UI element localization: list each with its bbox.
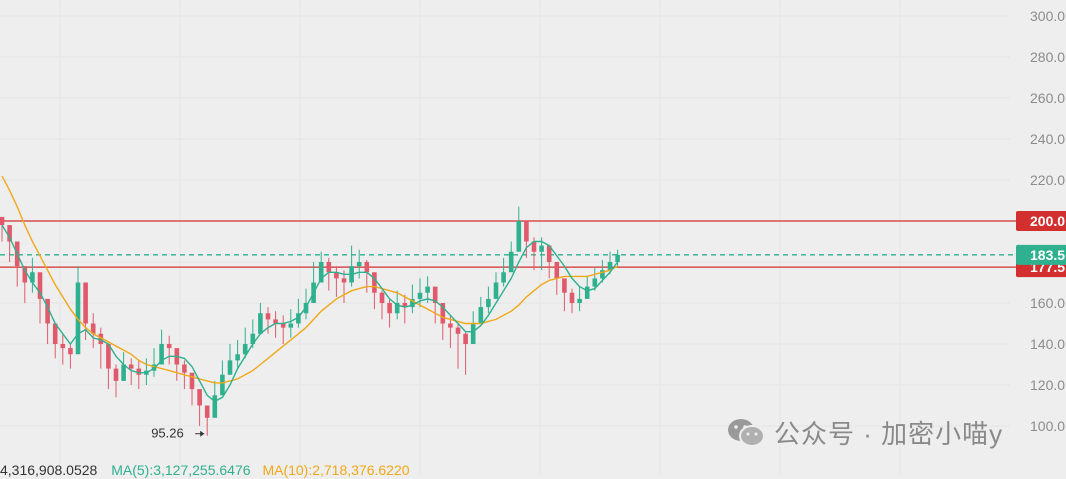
- y-tick-label: 240.0: [1030, 131, 1065, 147]
- y-tick-label: 280.0: [1030, 49, 1065, 65]
- candle-body: [318, 262, 324, 283]
- candle-body: [121, 364, 126, 381]
- y-tick-label: 220.0: [1030, 172, 1065, 188]
- candle-body: [0, 216, 5, 226]
- candle-body: [280, 323, 286, 328]
- candle-body: [37, 272, 43, 299]
- candle-body: [204, 405, 210, 418]
- candle-body: [402, 303, 408, 308]
- candle-body: [592, 278, 598, 287]
- candle-body: [258, 313, 263, 334]
- y-tick-label: 260.0: [1030, 90, 1065, 106]
- candle-body: [52, 323, 58, 344]
- candle-body: [136, 368, 142, 375]
- volume-ma5: MA(5):3,127,255.6476: [111, 462, 251, 478]
- candle-body: [273, 319, 278, 324]
- candle-body: [524, 221, 529, 242]
- candle-body: [341, 278, 347, 283]
- candle-body: [364, 262, 370, 273]
- price-tag: [1016, 211, 1066, 231]
- candle-body: [356, 262, 362, 267]
- candle-body: [60, 344, 66, 349]
- candle-body: [288, 323, 294, 328]
- price-tag: [1016, 244, 1066, 265]
- low-annotation: 95.26: [151, 426, 184, 441]
- y-tick-label: 100.0: [1030, 418, 1065, 434]
- candle-body: [166, 344, 172, 349]
- candle-body: [22, 266, 28, 283]
- volume-value: 4,316,908.0528: [0, 462, 98, 478]
- volume-ma10: MA(10):2,718,376.6220: [262, 462, 410, 478]
- candle-body: [128, 364, 134, 369]
- candle-body: [334, 272, 339, 279]
- candle-body: [235, 354, 240, 361]
- candle-body: [615, 254, 620, 262]
- candle-body: [197, 389, 202, 406]
- candle-body: [486, 298, 491, 308]
- candle-body: [83, 282, 88, 324]
- candle-body: [463, 333, 468, 344]
- candle-body: [212, 395, 218, 418]
- candle-body: [30, 272, 35, 283]
- candle-body: [182, 364, 187, 373]
- candle-body: [387, 303, 392, 314]
- y-tick-label: 160.0: [1030, 295, 1065, 311]
- candle-body: [478, 307, 484, 324]
- candle-body: [425, 286, 430, 293]
- candle-body: [220, 374, 225, 396]
- candle-body: [584, 286, 590, 299]
- y-tick-label: 120.0: [1030, 377, 1065, 393]
- candle-body: [68, 348, 73, 355]
- watermark: 公众号 · 加密小喵y: [726, 414, 1003, 451]
- wechat-icon: [728, 418, 765, 447]
- candle-body: [106, 344, 111, 369]
- candle-body: [379, 292, 385, 303]
- candle-body: [417, 292, 423, 299]
- candle-body: [516, 221, 522, 252]
- candle-body: [113, 368, 119, 381]
- candle-body: [98, 333, 104, 344]
- candle-body: [227, 360, 233, 375]
- y-tick-label: 300.0: [1030, 8, 1065, 24]
- y-tick-label: 140.0: [1030, 336, 1065, 352]
- candle-body: [296, 313, 301, 324]
- candle-body: [539, 245, 544, 252]
- candle-body: [493, 282, 499, 299]
- candle-body: [455, 327, 461, 334]
- candle-body: [448, 323, 453, 328]
- candle-body: [159, 344, 164, 365]
- candle-body: [242, 344, 248, 355]
- candle-body: [562, 278, 567, 293]
- price-tag-label: 200.0: [1030, 213, 1065, 229]
- candle-body: [326, 262, 332, 273]
- candle-body: [569, 292, 575, 303]
- candle-body: [45, 298, 50, 324]
- candle-body: [189, 372, 195, 390]
- candle-body: [265, 313, 271, 320]
- candle-body: [546, 245, 552, 262]
- candle-body: [410, 298, 415, 308]
- candle-body: [372, 272, 377, 293]
- candle-body: [7, 225, 12, 242]
- candle-body: [432, 286, 438, 303]
- candle-body: [600, 270, 605, 279]
- candle-body: [531, 241, 537, 252]
- candle-body: [554, 262, 560, 279]
- candle-body: [501, 272, 506, 283]
- ma-long-line: [1, 175, 618, 384]
- candle-body: [440, 303, 446, 324]
- candle-body: [508, 251, 514, 273]
- candle-body: [90, 323, 96, 334]
- watermark-text: 公众号 · 加密小喵y: [774, 419, 1004, 449]
- candle-body: [394, 303, 400, 314]
- candle-body: [607, 262, 613, 271]
- candle-body: [250, 333, 256, 344]
- low-annotation-arrowhead: [200, 430, 205, 437]
- candle-body: [577, 298, 582, 303]
- price-tag-label: 183.5: [1030, 247, 1065, 263]
- ma-short-line: [1, 224, 619, 403]
- candle-body: [470, 323, 476, 344]
